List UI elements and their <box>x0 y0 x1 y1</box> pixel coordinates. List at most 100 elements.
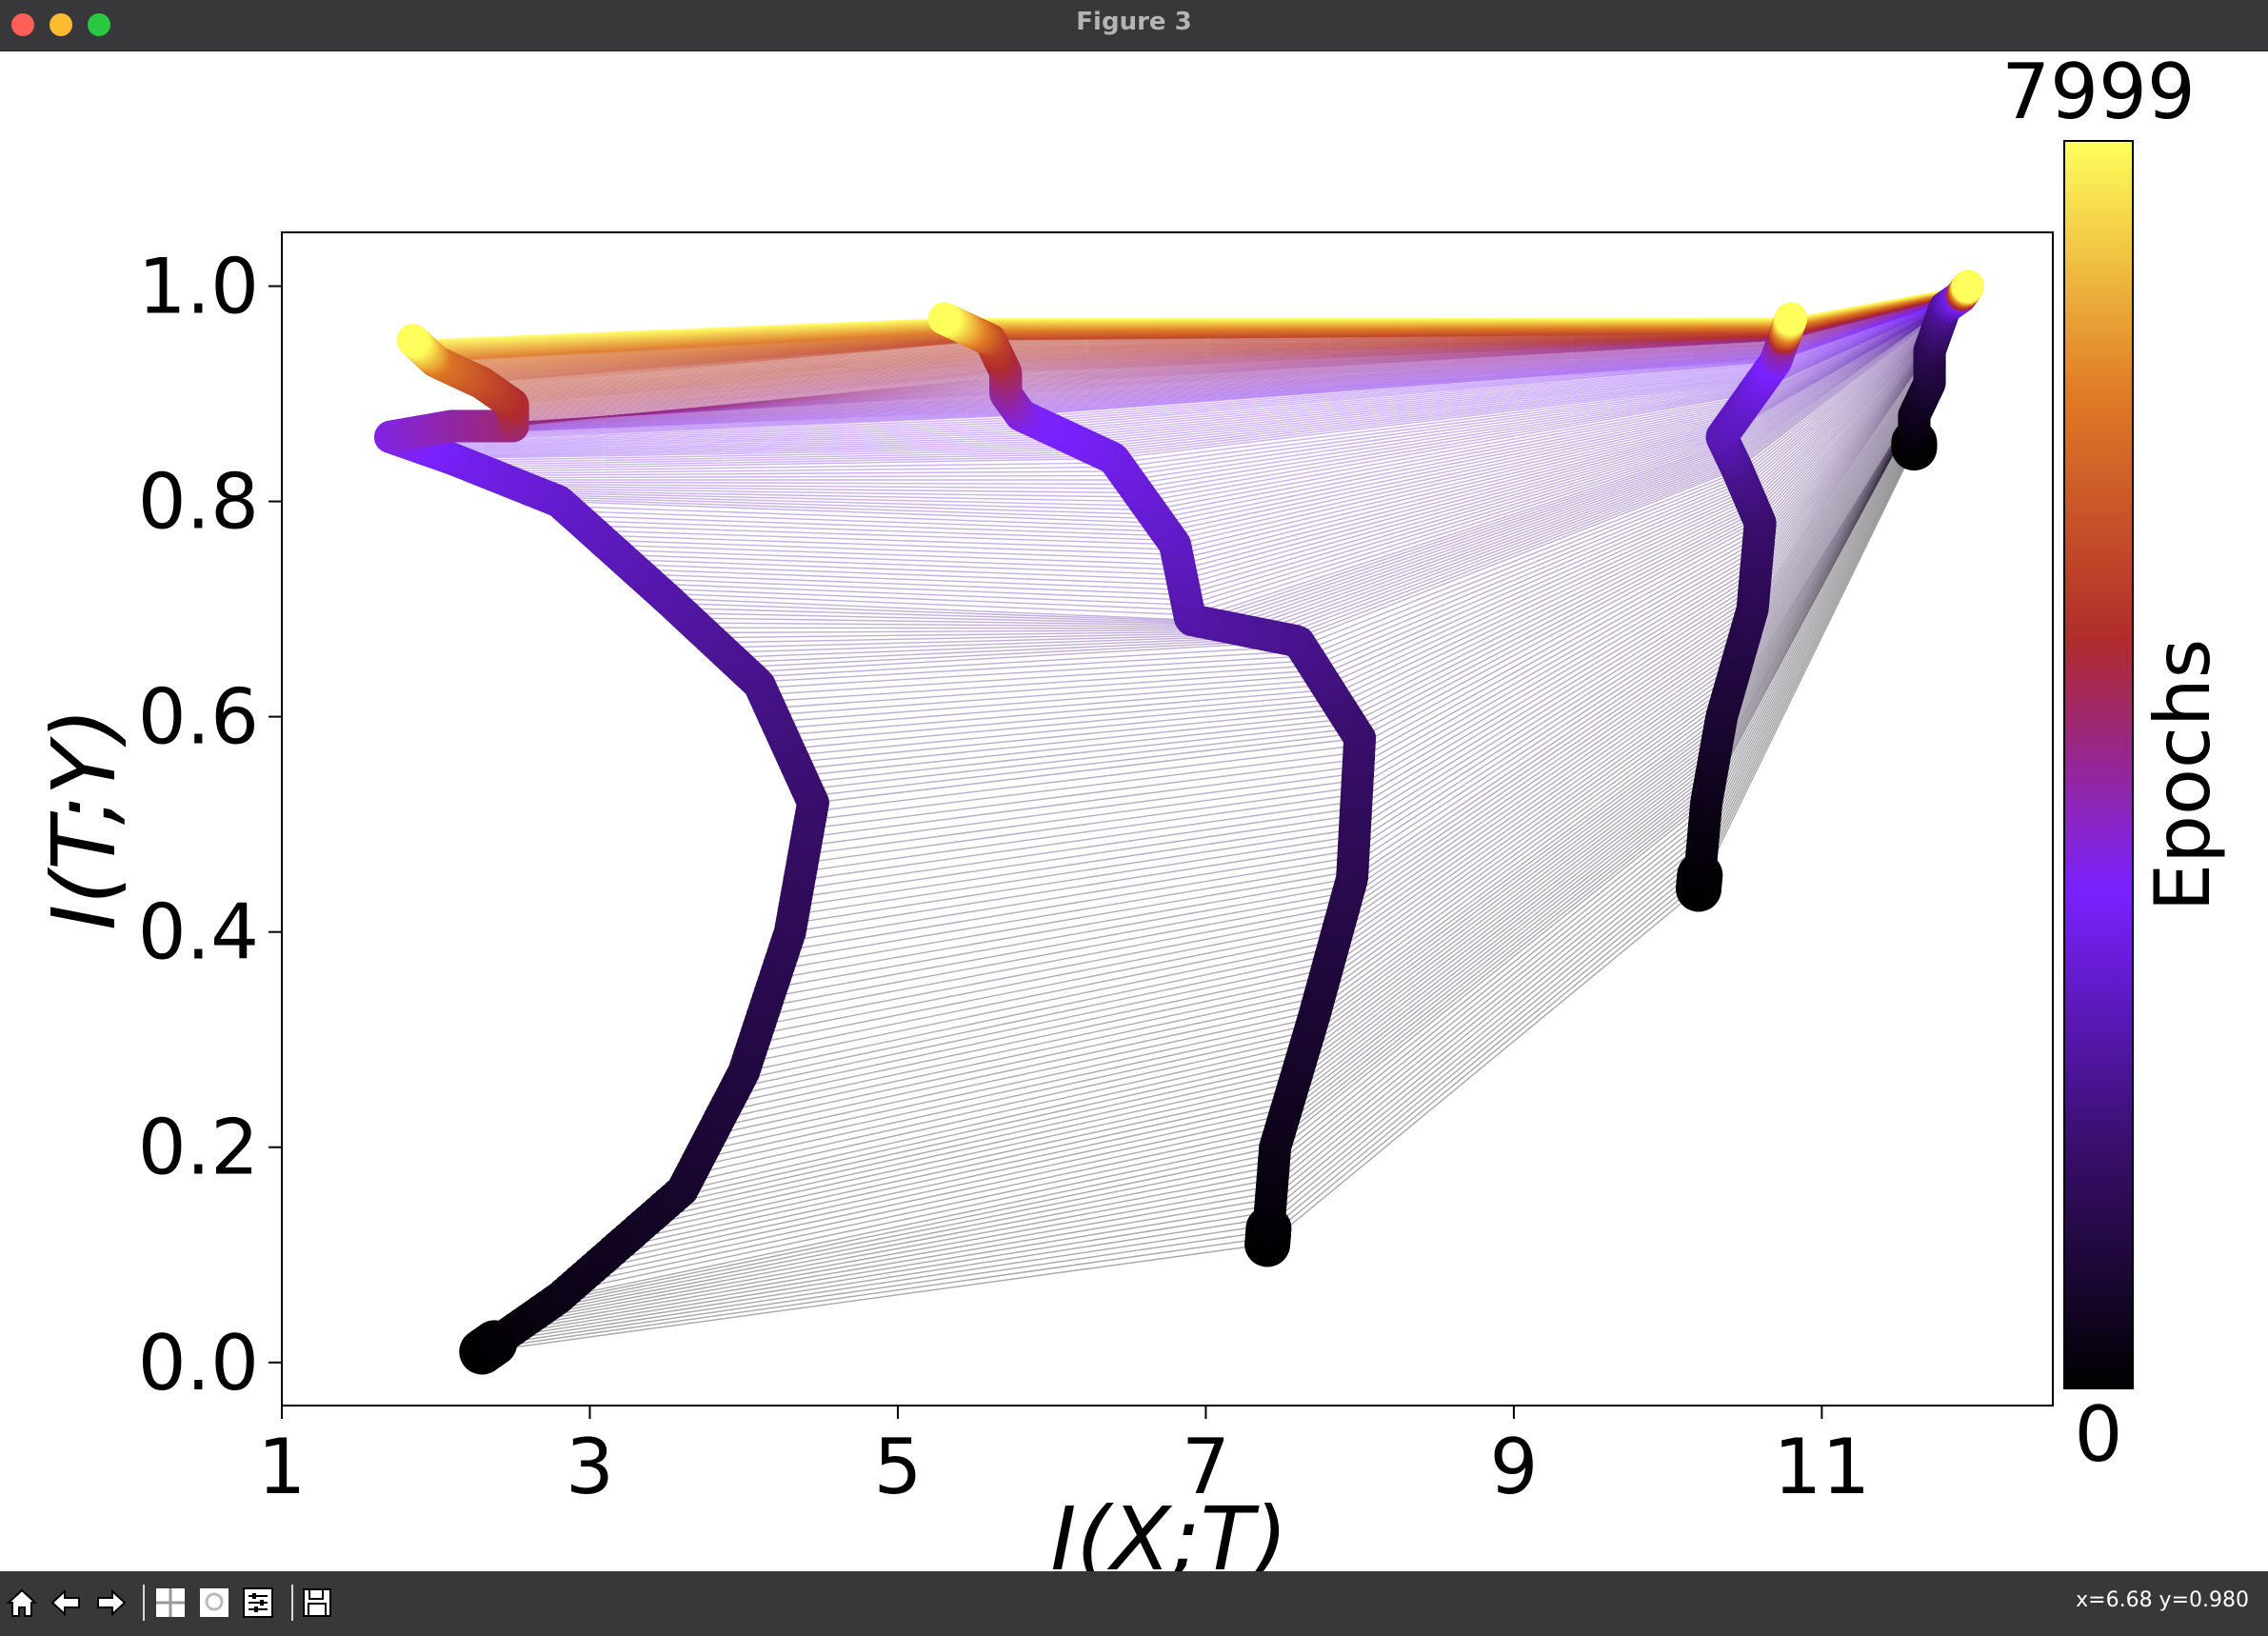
epoch-connection-line <box>650 304 1950 606</box>
close-window-button[interactable] <box>11 13 34 36</box>
epoch-connection-line <box>425 288 1967 353</box>
epoch-connection-line <box>398 295 1961 441</box>
epoch-connection-line <box>693 306 1947 628</box>
epoch-connection-line <box>512 292 1963 413</box>
save-icon[interactable] <box>297 1583 337 1623</box>
epoch-connection-line <box>428 288 1967 356</box>
configure-subplots-icon[interactable] <box>238 1583 278 1623</box>
epoch-connection-line <box>648 397 1923 1220</box>
epoch-connection-line <box>512 293 1963 428</box>
epoch-connection-line <box>628 303 1951 586</box>
epoch-connection-line <box>702 382 1931 1152</box>
epoch-connection-line <box>719 376 1931 1120</box>
forward-icon[interactable] <box>91 1583 131 1623</box>
epoch-connection-line <box>431 289 1966 359</box>
epoch-connection-line <box>494 291 1964 392</box>
epoch-connection-line <box>448 289 1965 369</box>
epoch-connection-line <box>418 286 1968 347</box>
epoch-connection-line <box>412 285 1969 341</box>
epoch-connection-line <box>478 293 1962 428</box>
epoch-connection-line <box>468 290 1965 378</box>
epoch-connection-line <box>523 429 1916 1324</box>
epoch-connection-line <box>413 286 1969 342</box>
epoch-connection-line <box>698 384 1930 1160</box>
epoch-connection-line <box>418 286 1968 346</box>
epoch-connection-line <box>632 400 1922 1234</box>
epoch-connection-line <box>416 286 1968 345</box>
epoch-connection-line <box>801 337 1936 873</box>
epoch-connection-line <box>789 345 1933 933</box>
epoch-connection-line <box>423 287 1967 350</box>
epoch-connection-line <box>414 286 1968 343</box>
epoch-connection-line <box>427 288 1967 354</box>
epoch-connection-line <box>419 286 1968 347</box>
epoch-connection-line <box>806 332 1937 838</box>
epoch-connection-line <box>586 301 1954 546</box>
epoch-connection-line <box>460 290 1965 374</box>
epoch-connection-line <box>607 302 1952 566</box>
epoch-connection-line <box>431 289 1966 359</box>
home-icon[interactable] <box>2 1583 42 1623</box>
epoch-connection-line <box>543 300 1956 511</box>
epoch-connection-line <box>477 290 1964 382</box>
epoch-connection-line <box>433 289 1966 361</box>
epoch-connection-line <box>423 294 1962 432</box>
epoch-connection-line <box>553 417 1916 1303</box>
epoch-connection-line <box>413 285 1969 342</box>
epoch-connection-line <box>429 288 1966 357</box>
epoch-connection-line <box>771 351 1931 989</box>
pan-icon[interactable] <box>150 1583 190 1623</box>
epoch-connection-line <box>478 290 1964 383</box>
epoch-connection-line <box>689 387 1928 1176</box>
epoch-connection-line <box>493 291 1964 392</box>
epoch-connection-line <box>432 294 1962 430</box>
epoch-connection-line <box>485 293 1962 428</box>
epoch-connection-line <box>422 287 1967 349</box>
epoch-connection-line <box>812 329 1939 804</box>
epoch-connection-line <box>558 414 1916 1299</box>
epoch-connection-line <box>799 338 1935 882</box>
layer-2-point <box>927 302 961 335</box>
epoch-connection-line <box>500 291 1964 397</box>
epoch-connection-line <box>435 295 1961 454</box>
epoch-connection-line <box>469 290 1965 378</box>
epoch-connection-line <box>438 289 1966 364</box>
epoch-connection-line <box>496 291 1964 394</box>
epoch-connection-line <box>432 289 1966 360</box>
zoom-window-button[interactable] <box>88 13 110 36</box>
epoch-connection-line <box>719 307 1946 648</box>
figure-canvas[interactable]: 1 3 5 7 9 11 0.0 0.2 0.4 0.6 0.8 1.0 I(X;T) I(T;Y) … <box>0 51 2268 1571</box>
epoch-connection-line <box>564 300 1955 529</box>
epoch-connection-line <box>499 298 1959 479</box>
epoch-connection-line <box>421 287 1968 349</box>
epoch-connection-line <box>533 426 1916 1317</box>
x-tick-label: 9 <box>1489 1423 1538 1511</box>
epoch-connection-line <box>420 294 1962 432</box>
back-icon[interactable] <box>46 1583 86 1623</box>
epoch-connection-line <box>512 293 1963 424</box>
epoch-connection-line <box>414 286 1969 343</box>
epoch-connection-line <box>419 287 1968 348</box>
epoch-connection-line <box>785 321 1941 743</box>
window-title: Figure 3 <box>1076 8 1192 36</box>
epoch-connection-line <box>673 392 1926 1199</box>
epoch-connection-line <box>474 290 1965 381</box>
epoch-connection-line <box>432 289 1966 360</box>
epoch-connection-line <box>475 293 1962 428</box>
epoch-connection-line <box>481 290 1964 384</box>
epoch-connection-line <box>417 286 1968 346</box>
epoch-connection-line <box>395 295 1961 437</box>
epoch-connection-line <box>796 340 1934 899</box>
epoch-connection-line <box>507 293 1962 428</box>
epoch-connection-line <box>766 315 1942 703</box>
epoch-connection-line <box>414 286 1968 343</box>
epoch-connection-line <box>405 295 1961 444</box>
epoch-connection-line <box>794 323 1940 764</box>
epoch-connection-line <box>694 386 1929 1167</box>
epoch-connection-line <box>429 288 1967 357</box>
epoch-connection-line <box>438 294 1962 429</box>
x-tick-label: 7 <box>1182 1423 1230 1511</box>
minimize-window-button[interactable] <box>50 13 72 36</box>
epoch-connection-line <box>517 431 1916 1327</box>
zoom-icon[interactable] <box>194 1583 234 1623</box>
